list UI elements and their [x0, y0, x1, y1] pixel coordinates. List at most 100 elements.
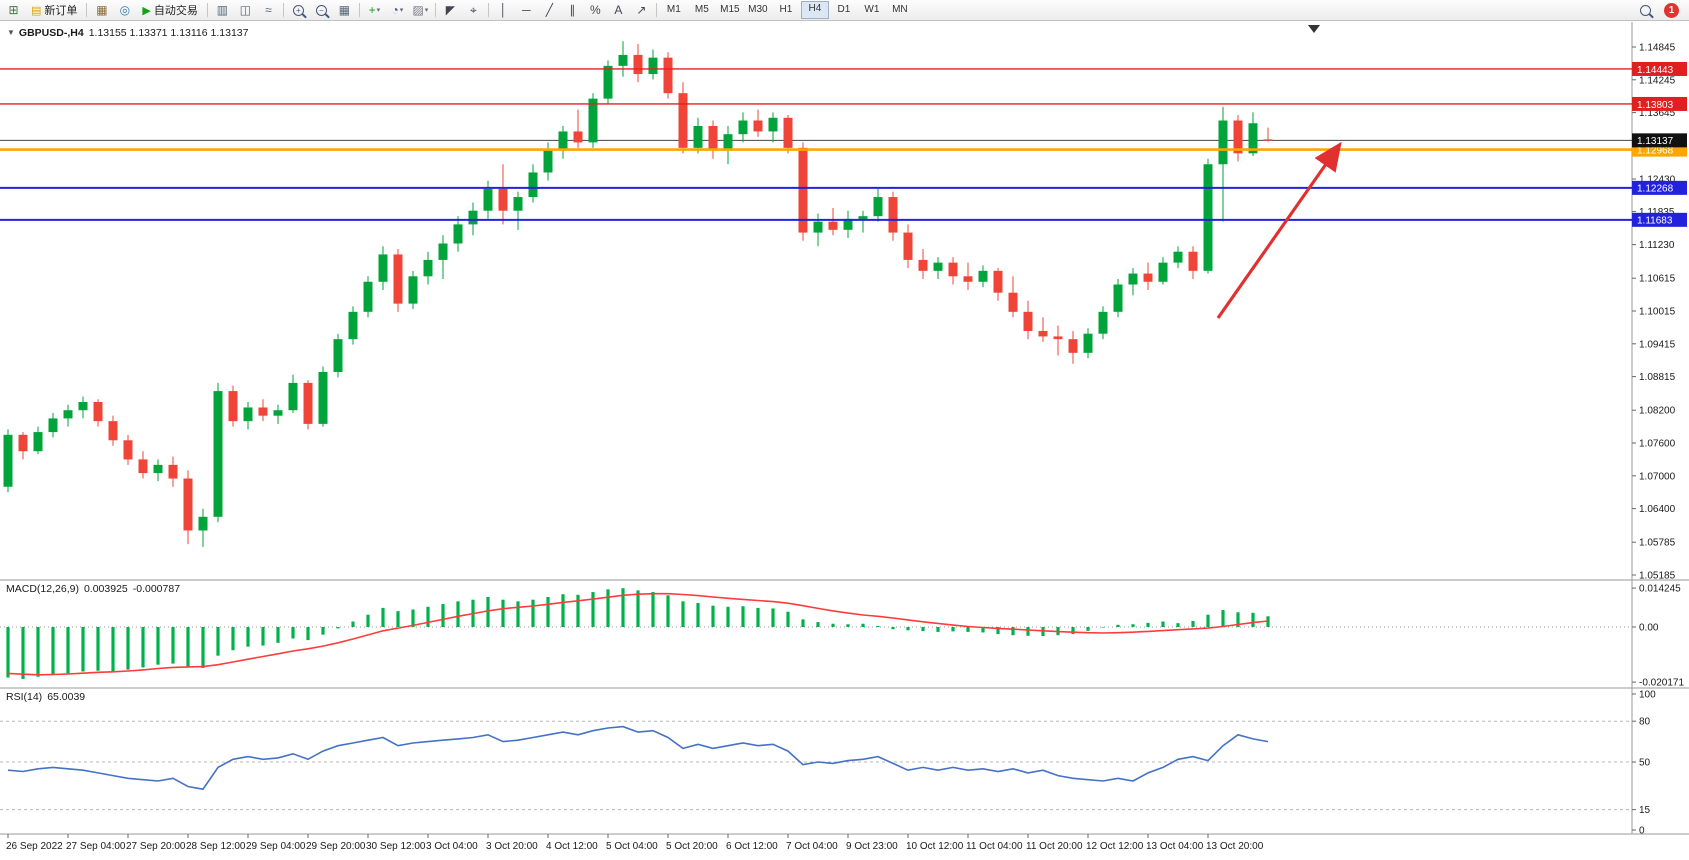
vertical-line-icon-glyph: │ [499, 3, 508, 17]
candlestick-chart-icon[interactable]: ◫ [235, 1, 256, 19]
svg-text:1.13137: 1.13137 [1637, 136, 1674, 147]
timeframe-mn[interactable]: MN [892, 4, 908, 15]
cursor-icon[interactable]: ◤ [440, 1, 461, 19]
candle-body [3, 434, 13, 487]
candle-body [153, 464, 163, 474]
text-icon[interactable]: A [608, 1, 629, 19]
timeframe-h4[interactable]: H4 [800, 1, 829, 19]
toolbar-separator [86, 3, 88, 17]
time-axis-label: 5 Oct 04:00 [606, 841, 658, 852]
candle-body [528, 172, 538, 198]
candle-body [633, 54, 643, 75]
candle-body [1248, 123, 1258, 154]
candle-body [468, 210, 478, 225]
candle-body [768, 117, 778, 132]
notification-badge[interactable]: 1 [1664, 2, 1679, 18]
horizontal-line-icon-glyph: ─ [522, 3, 531, 17]
trendline-icon[interactable]: ╱ [539, 1, 560, 19]
macd-signal-value: -0.000787 [132, 583, 181, 595]
timeframe-m30[interactable]: M30 [748, 4, 768, 15]
new-order-button-glyph: ▤ [31, 4, 42, 17]
price-axis-label: 1.12430 [1639, 175, 1676, 186]
candle-body [1038, 330, 1048, 337]
candle-body [933, 262, 943, 271]
timeframe-m15[interactable]: M15 [720, 4, 740, 15]
price-axis-label: 1.08815 [1639, 372, 1676, 383]
bar-chart-icon[interactable]: ▥ [212, 1, 233, 19]
candle-body [1008, 292, 1018, 312]
horizontal-line-icon[interactable]: ─ [516, 1, 537, 19]
new-chart-icon[interactable]: ⊞ [3, 1, 24, 19]
candle-body [948, 262, 958, 277]
candle-body [1128, 273, 1138, 285]
trend-arrow-annotation[interactable] [1216, 141, 1342, 319]
timeframe-m5[interactable]: M5 [694, 4, 709, 15]
candle-body [798, 147, 808, 233]
new-order-button[interactable]: ▤ 新订单 [26, 1, 82, 19]
candle-body [123, 440, 133, 460]
zoom-out-icon[interactable]: − [311, 1, 332, 19]
zoom-in-icon[interactable]: + [288, 1, 309, 19]
add-indicator-icon[interactable]: + ▾ [364, 1, 385, 19]
vertical-line-icon[interactable]: │ [493, 1, 514, 19]
periods-dropdown-icon[interactable]: ◔ ▾ [387, 1, 408, 19]
candle-body [498, 188, 508, 211]
candle-body [993, 270, 1003, 293]
candle-body [63, 410, 73, 419]
trendline-icon-glyph: ╱ [545, 3, 553, 17]
timeframe-m1[interactable]: M1 [666, 4, 681, 15]
shift-marker [1308, 25, 1320, 33]
timeframe-d1[interactable]: D1 [837, 4, 851, 15]
candle-body [573, 131, 583, 143]
candle-body [813, 221, 823, 233]
candle-body [348, 311, 358, 340]
rsi-axis-label: 100 [1639, 690, 1656, 701]
candle-body [543, 150, 553, 173]
candle-body [783, 117, 793, 148]
price-axis-label: 1.07000 [1639, 471, 1676, 482]
time-axis-label: 27 Sep 20:00 [126, 841, 186, 852]
macd-indicator-name: MACD(12,26,9) [6, 583, 79, 595]
price-tag: 1.11683 [1632, 212, 1687, 227]
candle-body [393, 254, 403, 304]
rsi-axis-label: 0 [1639, 826, 1645, 837]
timeframe-h1[interactable]: H1 [779, 4, 793, 15]
chart-ohlc: 1.13155 1.13371 1.13116 1.13137 [88, 27, 249, 39]
candle-body [228, 391, 238, 422]
tile-windows-icon[interactable]: ▦ [334, 1, 355, 19]
candlestick-series [3, 41, 1273, 547]
new-chart-icon-glyph: ⊞ [8, 3, 19, 17]
price-axis-label: 1.09415 [1639, 339, 1676, 350]
candle-body [363, 281, 373, 312]
candle-body [138, 459, 148, 474]
candle-body [258, 407, 268, 416]
search-icon[interactable] [1635, 1, 1656, 19]
macd-signal-line [7, 592, 1269, 676]
charts-profile-icon[interactable]: ▦ [91, 1, 112, 19]
fibonacci-icon[interactable]: % [585, 1, 606, 19]
crosshair-icon[interactable]: ⌖ [463, 1, 484, 19]
timeframe-w1[interactable]: W1 [864, 4, 880, 15]
chevron-down-icon[interactable]: ▼ [7, 28, 15, 37]
arrows-icon[interactable]: ↗ [631, 1, 652, 19]
time-axis-label: 12 Oct 12:00 [1086, 841, 1144, 852]
candle-body [1188, 251, 1198, 271]
candle-body [1053, 336, 1063, 340]
line-chart-icon-glyph: ≈ [265, 3, 272, 17]
candle-body [378, 254, 388, 282]
zoom-out-icon-glyph: − [315, 4, 327, 16]
candle-body [1218, 120, 1228, 165]
equidistant-channel-icon[interactable]: ∥ [562, 1, 583, 19]
candle-body [93, 402, 103, 422]
line-chart-icon[interactable]: ≈ [258, 1, 279, 19]
templates-dropdown-icon[interactable]: ▨ ▾ [410, 1, 431, 19]
candle-body [588, 98, 598, 143]
macd-main-value: 0.003925 [83, 583, 128, 595]
toolbar-separator [206, 3, 208, 17]
market-watch-icon[interactable]: ◎ [114, 1, 135, 19]
price-chart[interactable]: 1.148451.142451.136451.130451.124301.118… [0, 22, 1689, 860]
candlestick-chart-icon-glyph: ◫ [239, 3, 252, 17]
templates-dropdown-icon-glyph: ▨ [412, 3, 424, 17]
fibonacci-icon-glyph: % [590, 3, 601, 17]
auto-trading-button[interactable]: ▶ 自动交易 [137, 1, 202, 19]
